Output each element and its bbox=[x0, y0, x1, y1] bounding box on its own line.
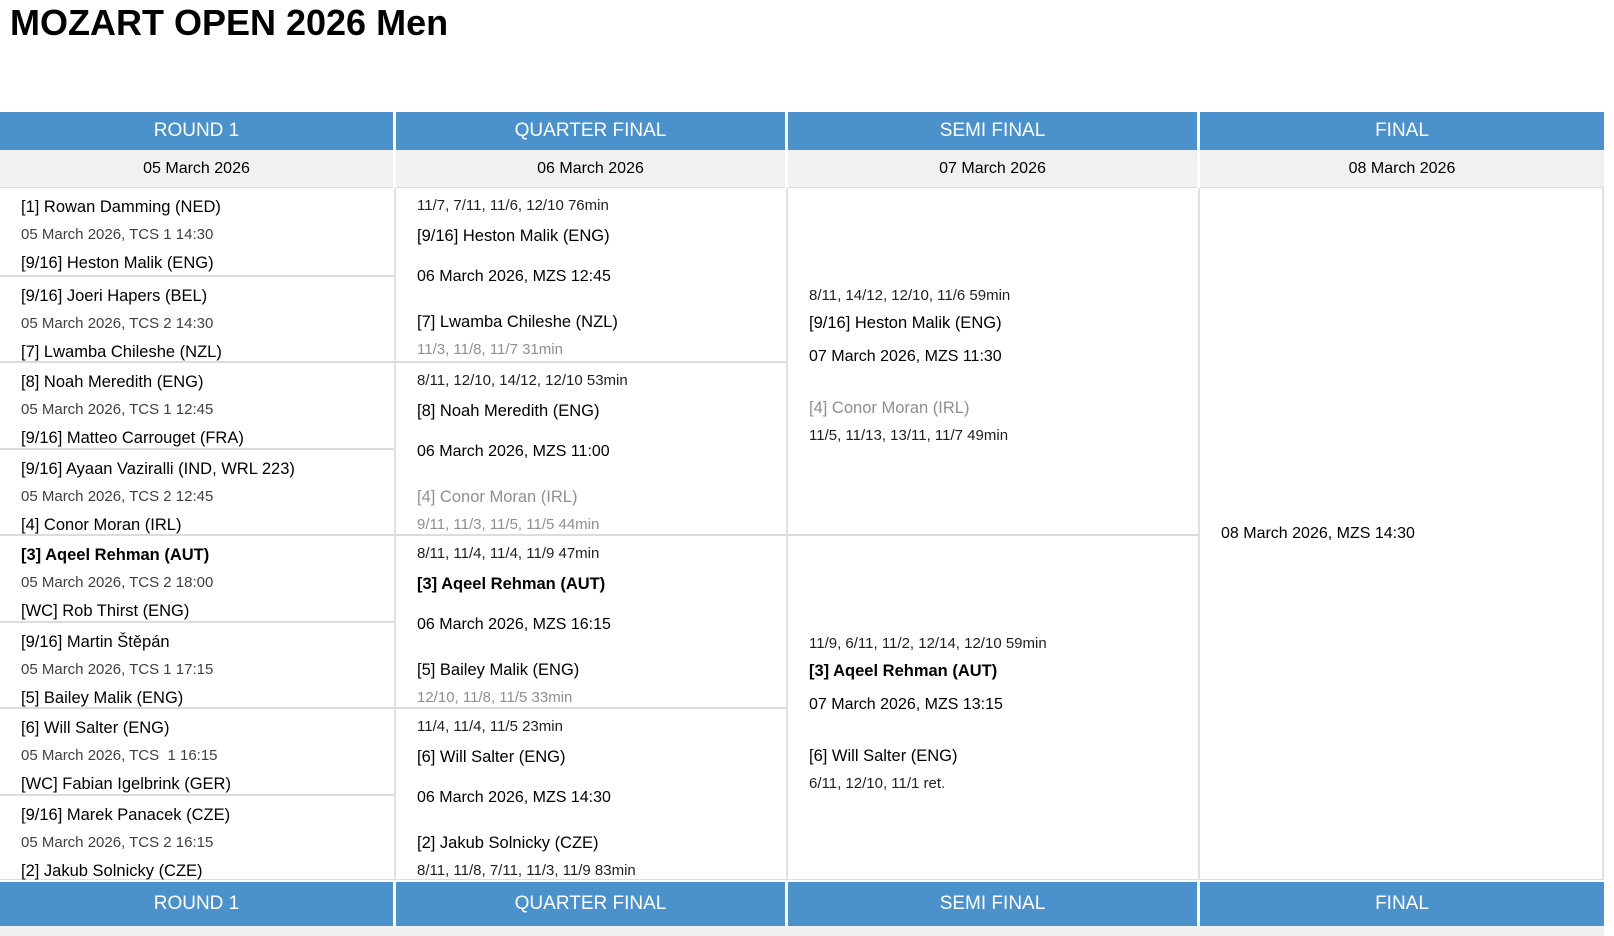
player-name: [6] Will Salter (ENG) bbox=[417, 748, 566, 766]
match-schedule: 06 March 2026, MZS 11:00 bbox=[417, 443, 610, 460]
player-name: [9/16] Joeri Hapers (BEL) bbox=[21, 286, 208, 305]
player-name: [6] Will Salter (ENG) bbox=[809, 747, 958, 765]
player-name: [3] Aqeel Rehman (AUT) bbox=[417, 575, 606, 593]
player-name: [2] Jakub Solnicky (CZE) bbox=[21, 861, 203, 880]
header-quarter-final: QUARTER FINAL bbox=[396, 112, 785, 150]
date-final: 08 March 2026 bbox=[1200, 150, 1604, 188]
match-schedule: 07 March 2026, MZS 11:30 bbox=[809, 348, 1002, 365]
player-name: [4] Conor Moran (IRL) bbox=[417, 488, 578, 506]
match-score: 8/11, 11/8, 7/11, 11/3, 11/9 83min bbox=[417, 862, 636, 879]
footer-round-1: ROUND 1 bbox=[0, 882, 393, 926]
player-name: [7] Lwamba Chileshe (NZL) bbox=[21, 342, 222, 361]
footer-final: FINAL bbox=[1200, 882, 1604, 926]
date-quarter-final: 06 March 2026 bbox=[396, 150, 785, 188]
header-semi-final: SEMI FINAL bbox=[788, 112, 1197, 150]
player-name: [8] Noah Meredith (ENG) bbox=[21, 373, 204, 391]
match-block: [6] Will Salter (ENG) 05 March 2026, TCS … bbox=[0, 707, 394, 794]
match-schedule: 05 March 2026, TCS 1 14:30 bbox=[21, 226, 214, 243]
player-name: [9/16] Ayaan Vaziralli (IND, WRL 223) bbox=[21, 459, 295, 478]
page-title: MOZART OPEN 2026 Men bbox=[10, 2, 449, 43]
footer-quarter-final: QUARTER FINAL bbox=[396, 882, 785, 926]
match-score: 8/11, 14/12, 12/10, 11/6 59min bbox=[809, 287, 1011, 304]
match-schedule: 05 March 2026, TCS 1 17:15 bbox=[21, 660, 214, 678]
match-score: 11/4, 11/4, 11/5 23min bbox=[417, 718, 563, 735]
bottom-strip bbox=[0, 926, 1604, 936]
player-name: [2] Jakub Solnicky (CZE) bbox=[417, 834, 599, 852]
header-round-1: ROUND 1 bbox=[0, 112, 393, 150]
player-name: [9/16] Heston Malik (ENG) bbox=[417, 227, 610, 245]
match-block: 11/7, 7/11, 11/6, 12/10 76min [9/16] Hest… bbox=[396, 188, 786, 361]
match-schedule: 07 March 2026, MZS 13:15 bbox=[809, 696, 1003, 713]
match-score: 11/3, 11/8, 11/7 31min bbox=[417, 341, 563, 358]
date-semi-final: 07 March 2026 bbox=[788, 150, 1197, 188]
match-block: [1] Rowan Damming (NED) 05 March 2026, TC… bbox=[0, 188, 394, 275]
player-name: [WC] Rob Thirst (ENG) bbox=[21, 602, 190, 620]
match-block: [9/16] Joeri Hapers (BEL) 05 March 2026, … bbox=[0, 274, 394, 362]
round-column-round-1: [1] Rowan Damming (NED) 05 March 2026, TC… bbox=[0, 188, 396, 880]
match-schedule: 05 March 2026, TCS 2 18:00 bbox=[21, 574, 214, 591]
player-name: [5] Bailey Malik (ENG) bbox=[21, 688, 184, 707]
player-name: [3] Aqeel Rehman (AUT) bbox=[21, 546, 210, 564]
match-score: 6/11, 12/10, 11/1 ret. bbox=[809, 775, 946, 792]
match-score: 8/11, 11/4, 11/4, 11/9 47min bbox=[417, 545, 600, 562]
match-score: 11/5, 11/13, 13/11, 11/7 49min bbox=[809, 427, 1009, 444]
match-block: [3] Aqeel Rehman (AUT) 05 March 2026, TCS… bbox=[0, 534, 394, 621]
match-score: 11/7, 7/11, 11/6, 12/10 76min bbox=[417, 197, 609, 214]
match-schedule: 06 March 2026, MZS 14:30 bbox=[417, 789, 611, 806]
match-schedule: 06 March 2026, MZS 16:15 bbox=[417, 616, 611, 633]
player-name: [5] Bailey Malik (ENG) bbox=[417, 661, 580, 679]
match-schedule: 05 March 2026, TCS 2 16:15 bbox=[21, 833, 214, 851]
match-schedule: 05 March 2026, TCS 1 16:15 bbox=[21, 747, 218, 764]
player-name: [4] Conor Moran (IRL) bbox=[809, 399, 970, 417]
match-block: 11/9, 6/11, 11/2, 12/14, 12/10 59min [3] … bbox=[788, 534, 1198, 880]
player-name: [9/16] Heston Malik (ENG) bbox=[21, 254, 214, 272]
player-name: [9/16] Matteo Carrouget (FRA) bbox=[21, 429, 244, 447]
match-score: 9/11, 11/3, 11/5, 11/5 44min bbox=[417, 516, 600, 533]
match-score: 12/10, 11/8, 11/5 33min bbox=[417, 689, 573, 706]
player-name: [3] Aqeel Rehman (AUT) bbox=[809, 662, 998, 680]
player-name: [4] Conor Moran (IRL) bbox=[21, 515, 182, 534]
player-name: [1] Rowan Damming (NED) bbox=[21, 198, 221, 216]
bracket-table: ROUND 1 QUARTER FINAL SEMI FINAL FINAL 05 M… bbox=[0, 112, 1604, 936]
match-schedule: 06 March 2026, MZS 12:45 bbox=[417, 268, 611, 285]
header-final: FINAL bbox=[1200, 112, 1604, 150]
player-name: [8] Noah Meredith (ENG) bbox=[417, 402, 600, 420]
match-schedule: 05 March 2026, TCS 2 14:30 bbox=[21, 314, 214, 332]
player-name: [9/16] Heston Malik (ENG) bbox=[809, 314, 1002, 332]
match-schedule: 05 March 2026, TCS 2 12:45 bbox=[21, 487, 214, 505]
footer-semi-final: SEMI FINAL bbox=[788, 882, 1197, 926]
match-block: 8/11, 11/4, 11/4, 11/9 47min [3] Aqeel Re… bbox=[396, 534, 786, 707]
match-block: [8] Noah Meredith (ENG) 05 March 2026, TC… bbox=[0, 361, 394, 448]
bracket-body: [1] Rowan Damming (NED) 05 March 2026, TC… bbox=[0, 188, 1604, 880]
player-name: [WC] Fabian Igelbrink (GER) bbox=[21, 775, 231, 793]
date-round-1: 05 March 2026 bbox=[0, 150, 393, 188]
round-column-semi-final: 8/11, 14/12, 12/10, 11/6 59min [9/16] Hes… bbox=[788, 188, 1200, 880]
match-block: [9/16] Martin Štěpán 05 March 2026, TCS 1… bbox=[0, 620, 394, 708]
match-schedule: 08 March 2026, MZS 14:30 bbox=[1221, 525, 1415, 542]
match-block: [9/16] Marek Panacek (CZE) 05 March 2026,… bbox=[0, 793, 394, 881]
player-name: [9/16] Marek Panacek (CZE) bbox=[21, 805, 231, 824]
round-column-final: 08 March 2026, MZS 14:30 bbox=[1200, 188, 1604, 880]
player-name: [9/16] Martin Štěpán bbox=[21, 632, 170, 651]
match-score: 11/9, 6/11, 11/2, 12/14, 12/10 59min bbox=[809, 635, 1047, 652]
match-block: 8/11, 12/10, 14/12, 12/10 53min [8] Noah … bbox=[396, 361, 786, 534]
player-name: [6] Will Salter (ENG) bbox=[21, 719, 170, 737]
match-block: 08 March 2026, MZS 14:30 bbox=[1200, 188, 1602, 880]
match-score: 8/11, 12/10, 14/12, 12/10 53min bbox=[417, 372, 628, 389]
match-block: 8/11, 14/12, 12/10, 11/6 59min [9/16] Hes… bbox=[788, 188, 1198, 534]
player-name: [7] Lwamba Chileshe (NZL) bbox=[417, 313, 618, 331]
round-column-quarter-final: 11/7, 7/11, 11/6, 12/10 76min [9/16] Hest… bbox=[396, 188, 788, 880]
match-block: [9/16] Ayaan Vaziralli (IND, WRL 223) 05 … bbox=[0, 447, 394, 535]
match-schedule: 05 March 2026, TCS 1 12:45 bbox=[21, 401, 214, 418]
match-block: 11/4, 11/4, 11/5 23min [6] Will Salter (E… bbox=[396, 707, 786, 880]
